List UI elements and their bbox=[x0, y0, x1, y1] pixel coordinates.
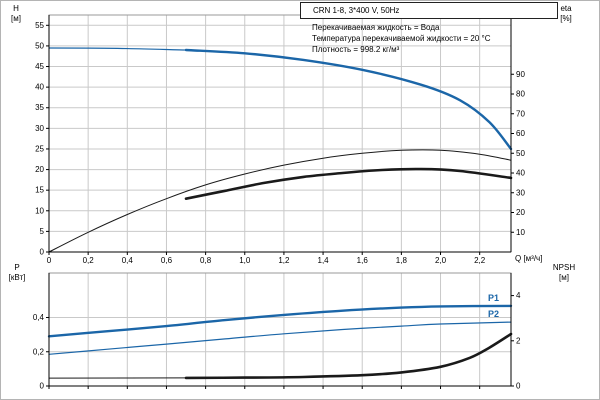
tick-label: 0 bbox=[40, 248, 45, 257]
p-axis-unit: [кВт] bbox=[8, 273, 26, 282]
npsh-axis-symbol: NPSH bbox=[552, 263, 576, 272]
P1-curve bbox=[47, 304, 513, 338]
p-axis-symbol: P bbox=[14, 263, 20, 272]
tick-label: 40 bbox=[516, 169, 525, 178]
tick-label: 2,2 bbox=[474, 256, 486, 265]
h-axis-symbol: H bbox=[13, 4, 19, 13]
tick-label: 55 bbox=[35, 21, 44, 30]
tick-label: 80 bbox=[516, 90, 525, 99]
tick-label: 0,2 bbox=[83, 256, 95, 265]
tick-label: 2 bbox=[516, 336, 521, 345]
tick-label: 15 bbox=[35, 186, 44, 195]
h-axis-unit: [м] bbox=[11, 14, 21, 23]
tick-label: 40 bbox=[35, 83, 44, 92]
tick-label: 1,4 bbox=[318, 256, 330, 265]
npsh-axis-unit: [м] bbox=[559, 273, 569, 282]
eta-axis-unit: [%] bbox=[560, 14, 572, 23]
tick-label: 30 bbox=[35, 124, 44, 133]
p-axis-label: P [кВт] bbox=[3, 263, 31, 283]
chart-title-box: CRN 1-8, 3*400 V, 50Hz bbox=[300, 2, 558, 19]
eta_pump_motor-curve bbox=[184, 167, 513, 200]
tick-label: P1 bbox=[488, 293, 499, 303]
eta_pump-curve bbox=[48, 149, 512, 253]
tick-label: 20 bbox=[35, 165, 44, 174]
tick-label: 35 bbox=[35, 103, 44, 112]
tick-label: 0 bbox=[47, 256, 52, 265]
tick-label: 10 bbox=[516, 228, 525, 237]
tick-label: 0,6 bbox=[161, 256, 173, 265]
H-curve bbox=[184, 48, 513, 151]
tick-label: 90 bbox=[516, 70, 525, 79]
tick-label: 1,2 bbox=[278, 256, 290, 265]
q-axis-label: Q [м³/ч] bbox=[515, 254, 543, 263]
tick-label: 20 bbox=[516, 208, 525, 217]
tick-label: 60 bbox=[516, 129, 525, 138]
tick-label: P2 bbox=[488, 309, 499, 319]
chart-annotations: Перекачиваемая жидкость = Вода Температу… bbox=[312, 22, 491, 55]
P2-curve bbox=[48, 321, 512, 355]
tick-label: 0,4 bbox=[33, 313, 45, 322]
annotation-fluid: Перекачиваемая жидкость = Вода bbox=[312, 23, 440, 32]
tick-label: 50 bbox=[35, 41, 44, 50]
h-axis-label: H [м] bbox=[5, 4, 27, 24]
tick-label: 0,8 bbox=[200, 256, 212, 265]
tick-label: 0 bbox=[40, 382, 45, 391]
annotation-temperature: Температура перекачиваемой жидкости = 20… bbox=[312, 34, 491, 43]
tick-label: 70 bbox=[516, 109, 525, 118]
tick-label: 5 bbox=[40, 227, 45, 236]
npsh-axis-label: NPSH [м] bbox=[546, 263, 582, 283]
tick-label: 2,0 bbox=[435, 256, 447, 265]
tick-label: 0,2 bbox=[33, 347, 45, 356]
tick-label: 45 bbox=[35, 62, 44, 71]
tick-label: 0 bbox=[516, 382, 521, 391]
tick-label: 1,6 bbox=[357, 256, 369, 265]
tick-label: 0,4 bbox=[122, 256, 134, 265]
eta-axis-symbol: eta bbox=[560, 4, 572, 13]
NPSH-curve bbox=[184, 332, 513, 380]
tick-label: 30 bbox=[516, 188, 525, 197]
tick-label: 25 bbox=[35, 144, 44, 153]
H_low_flow-curve bbox=[48, 47, 187, 51]
tick-label: 10 bbox=[35, 206, 44, 215]
annotation-density: Плотность = 998.2 кг/м³ bbox=[312, 45, 400, 54]
tick-label: 50 bbox=[516, 149, 525, 158]
tick-label: 1,0 bbox=[239, 256, 251, 265]
tick-label: 1,8 bbox=[396, 256, 408, 265]
eta-axis-label: eta [%] bbox=[553, 4, 579, 24]
tick-label: 4 bbox=[516, 291, 521, 300]
